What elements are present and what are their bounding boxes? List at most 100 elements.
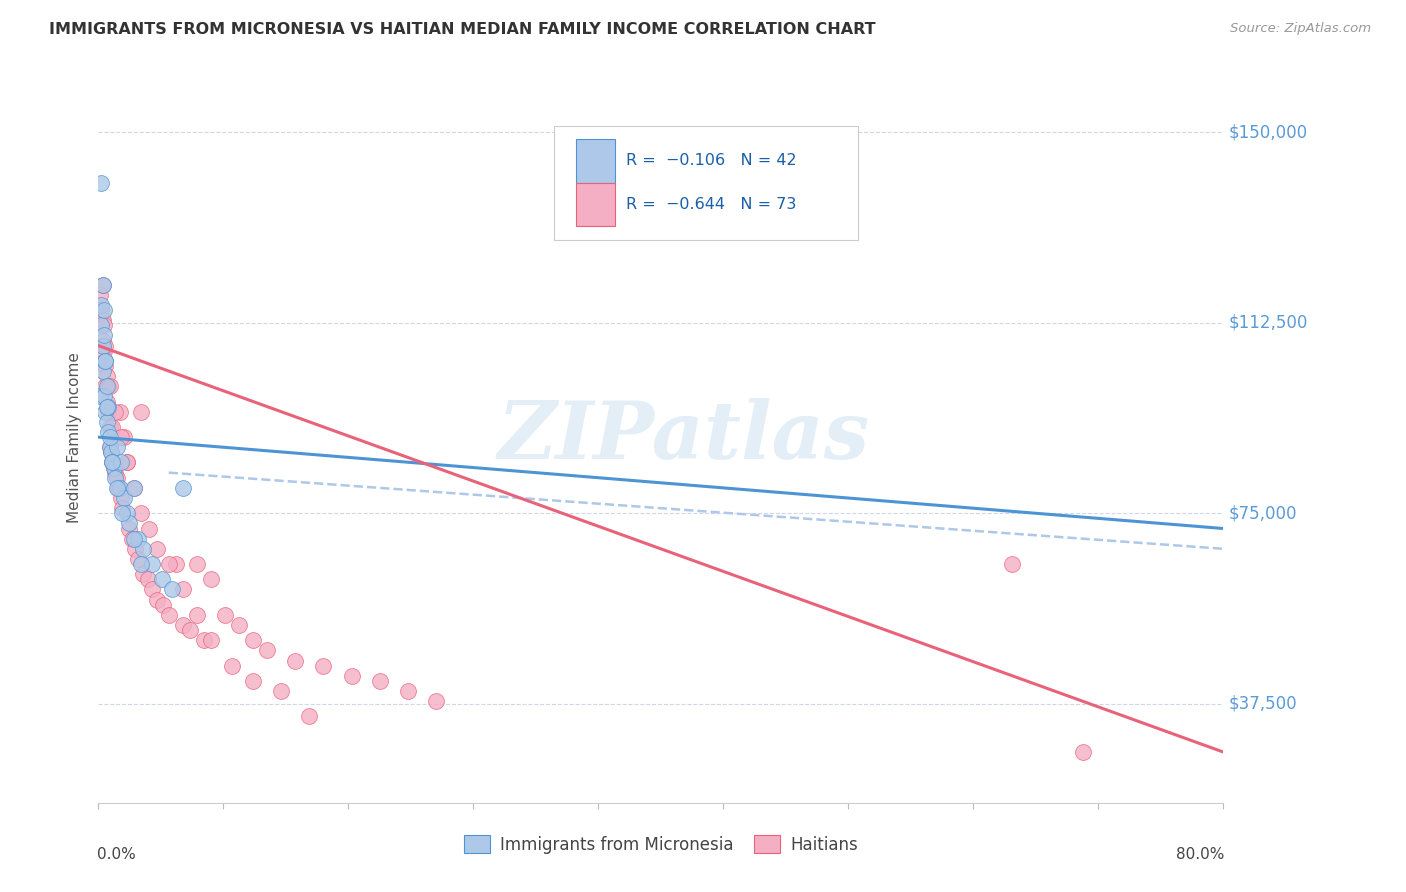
- Point: [1001, 557, 1024, 571]
- Point: [93, 303, 115, 318]
- Point: [89, 288, 111, 302]
- Point: [98, 440, 121, 454]
- Point: [172, 481, 194, 495]
- Point: [270, 684, 292, 698]
- Point: [396, 684, 419, 698]
- Point: [93, 343, 115, 358]
- Point: [101, 455, 124, 469]
- Point: [104, 466, 127, 480]
- Point: [157, 607, 180, 622]
- Point: [89, 389, 111, 403]
- Point: [104, 471, 127, 485]
- Point: [94, 338, 117, 352]
- Point: [165, 557, 187, 571]
- Point: [242, 633, 264, 648]
- Point: [1071, 745, 1094, 759]
- Point: [104, 405, 127, 419]
- Point: [98, 440, 121, 454]
- FancyBboxPatch shape: [576, 183, 614, 227]
- Point: [96, 415, 118, 429]
- Point: [107, 481, 129, 495]
- Point: [93, 328, 115, 343]
- Point: [90, 318, 112, 333]
- Point: [122, 481, 145, 495]
- Point: [98, 379, 121, 393]
- Point: [193, 633, 215, 648]
- Point: [228, 618, 250, 632]
- Point: [150, 572, 173, 586]
- Point: [93, 389, 115, 403]
- Point: [121, 532, 143, 546]
- Point: [172, 582, 194, 597]
- Point: [141, 557, 163, 571]
- Text: $75,000: $75,000: [1229, 504, 1298, 523]
- Point: [94, 359, 117, 373]
- Point: [98, 430, 121, 444]
- Point: [160, 582, 183, 597]
- Point: [115, 455, 138, 469]
- Point: [141, 582, 163, 597]
- Point: [340, 669, 363, 683]
- Point: [186, 607, 208, 622]
- Point: [298, 709, 321, 723]
- Point: [118, 516, 141, 531]
- Point: [111, 501, 134, 516]
- Point: [132, 541, 155, 556]
- Text: R =  −0.644   N = 73: R = −0.644 N = 73: [626, 197, 796, 212]
- Text: $150,000: $150,000: [1229, 123, 1308, 141]
- Point: [112, 430, 135, 444]
- Point: [127, 552, 149, 566]
- Text: Source: ZipAtlas.com: Source: ZipAtlas.com: [1230, 22, 1371, 36]
- Point: [90, 303, 112, 318]
- Point: [108, 481, 131, 495]
- Point: [103, 460, 125, 475]
- Text: IMMIGRANTS FROM MICRONESIA VS HAITIAN MEDIAN FAMILY INCOME CORRELATION CHART: IMMIGRANTS FROM MICRONESIA VS HAITIAN ME…: [49, 22, 876, 37]
- Point: [97, 379, 120, 393]
- Point: [108, 405, 131, 419]
- Point: [101, 455, 124, 469]
- Point: [105, 440, 128, 454]
- Point: [214, 607, 236, 622]
- Point: [186, 557, 208, 571]
- Point: [97, 405, 120, 419]
- FancyBboxPatch shape: [576, 139, 614, 183]
- Point: [96, 394, 118, 409]
- Text: 0.0%: 0.0%: [97, 847, 136, 862]
- Point: [129, 506, 152, 520]
- Point: [129, 557, 152, 571]
- Point: [94, 405, 117, 419]
- Point: [90, 176, 112, 190]
- Point: [425, 694, 447, 708]
- Point: [127, 532, 149, 546]
- Point: [91, 277, 114, 292]
- Point: [256, 643, 278, 657]
- Point: [100, 445, 122, 459]
- Point: [97, 425, 120, 439]
- Point: [101, 420, 124, 434]
- Point: [97, 400, 120, 414]
- Text: 80.0%: 80.0%: [1175, 847, 1225, 862]
- Point: [146, 592, 169, 607]
- Point: [105, 471, 128, 485]
- Point: [179, 623, 201, 637]
- Point: [129, 405, 152, 419]
- Point: [110, 430, 132, 444]
- Point: [91, 277, 114, 292]
- Point: [91, 338, 114, 352]
- Point: [91, 313, 114, 327]
- Point: [101, 455, 124, 469]
- Point: [200, 572, 222, 586]
- Point: [100, 445, 122, 459]
- Point: [96, 369, 118, 384]
- Text: R =  −0.106   N = 42: R = −0.106 N = 42: [626, 153, 797, 169]
- Text: $112,500: $112,500: [1229, 314, 1308, 332]
- Point: [368, 673, 391, 688]
- Point: [110, 491, 132, 505]
- Point: [172, 618, 194, 632]
- Point: [124, 541, 146, 556]
- Y-axis label: Median Family Income: Median Family Income: [67, 351, 83, 523]
- Point: [94, 379, 117, 393]
- Point: [115, 455, 138, 469]
- Point: [115, 506, 138, 520]
- Point: [136, 572, 159, 586]
